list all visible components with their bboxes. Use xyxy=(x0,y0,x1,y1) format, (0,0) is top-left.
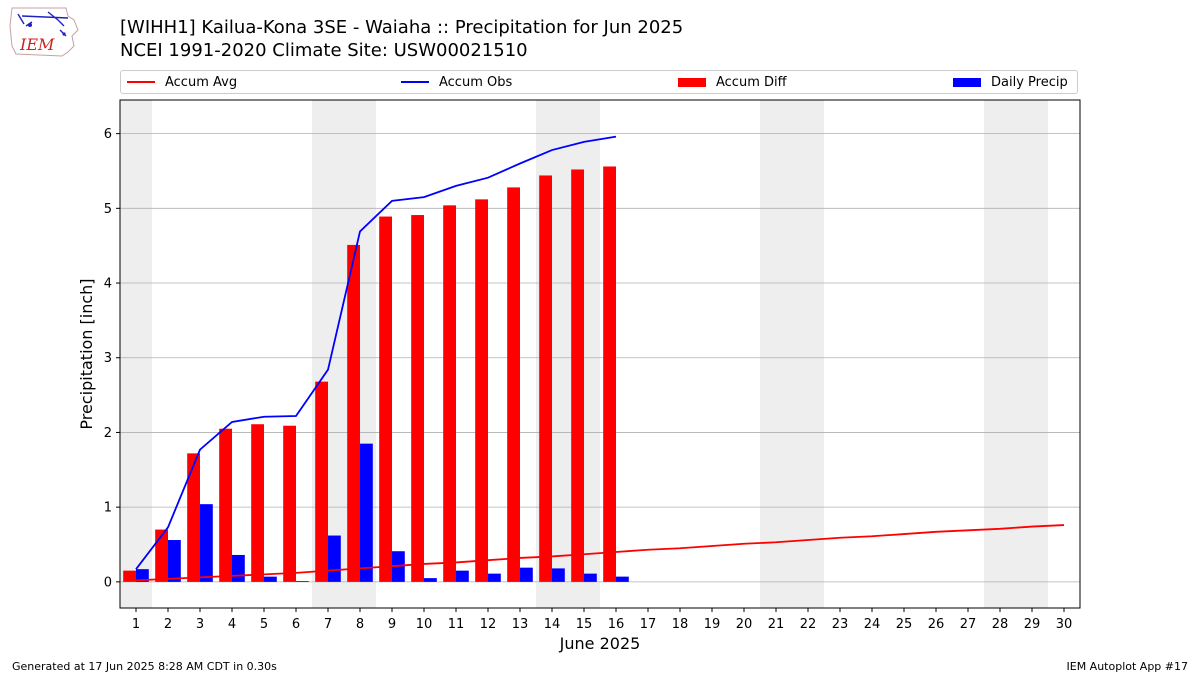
bar-daily-precip-10 xyxy=(424,578,437,582)
bar-accum-diff-13 xyxy=(507,187,520,582)
ytick-label-0: 0 xyxy=(104,575,112,590)
legend-item-accum-avg: Accum Avg xyxy=(127,71,237,93)
legend-swatch-accum-diff xyxy=(678,77,706,87)
bar-accum-diff-15 xyxy=(571,169,584,582)
xtick-label-9: 9 xyxy=(388,617,396,632)
bar-daily-precip-8 xyxy=(360,443,373,582)
bar-accum-diff-9 xyxy=(379,216,392,582)
xtick-label-8: 8 xyxy=(356,617,364,632)
xtick-label-26: 26 xyxy=(928,617,945,632)
bar-daily-precip-1 xyxy=(136,569,149,582)
xtick-label-13: 13 xyxy=(512,617,529,632)
legend-swatch-accum-avg xyxy=(127,81,155,83)
ytick-label-4: 4 xyxy=(104,277,112,292)
xtick-label-11: 11 xyxy=(448,617,465,632)
xtick-label-6: 6 xyxy=(292,617,300,632)
bar-accum-diff-4 xyxy=(219,428,232,582)
bar-daily-precip-4 xyxy=(232,554,245,582)
bar-daily-precip-14 xyxy=(552,568,565,582)
footer-generated: Generated at 17 Jun 2025 8:28 AM CDT in … xyxy=(12,660,277,673)
weekend-shade-4 xyxy=(984,100,1048,608)
bar-accum-diff-6 xyxy=(283,425,296,582)
ytick-label-3: 3 xyxy=(104,351,112,366)
bar-daily-precip-2 xyxy=(168,540,181,582)
ytick-label-6: 6 xyxy=(104,127,112,142)
xtick-label-18: 18 xyxy=(672,617,689,632)
legend-item-accum-diff: Accum Diff xyxy=(678,71,787,93)
bar-accum-diff-8 xyxy=(347,244,360,582)
bar-accum-diff-11 xyxy=(443,205,456,582)
bar-accum-diff-12 xyxy=(475,199,488,582)
bar-daily-precip-3 xyxy=(200,504,213,582)
bar-daily-precip-11 xyxy=(456,570,469,582)
legend-item-accum-obs: Accum Obs xyxy=(401,71,512,93)
bar-daily-precip-16 xyxy=(616,576,629,582)
bar-daily-precip-13 xyxy=(520,567,533,582)
weekend-shade-3 xyxy=(760,100,824,608)
legend: Accum Avg Accum Obs Accum Diff Daily Pre… xyxy=(120,70,1078,94)
xtick-label-2: 2 xyxy=(164,617,172,632)
y-axis-label: Precipitation [inch] xyxy=(77,278,96,429)
xtick-label-7: 7 xyxy=(324,617,332,632)
xtick-label-16: 16 xyxy=(608,617,625,632)
xtick-label-27: 27 xyxy=(960,617,977,632)
xtick-label-22: 22 xyxy=(800,617,817,632)
xtick-label-28: 28 xyxy=(992,617,1009,632)
bar-daily-precip-5 xyxy=(264,576,277,582)
bar-accum-diff-3 xyxy=(187,453,200,582)
xtick-label-24: 24 xyxy=(864,617,881,632)
xtick-label-5: 5 xyxy=(260,617,268,632)
bar-daily-precip-7 xyxy=(328,535,341,582)
xtick-label-15: 15 xyxy=(576,617,593,632)
legend-item-daily-precip: Daily Precip xyxy=(953,71,1068,93)
xtick-label-3: 3 xyxy=(196,617,204,632)
xtick-label-14: 14 xyxy=(544,617,561,632)
iem-logo: IEM xyxy=(9,7,79,57)
ytick-label-5: 5 xyxy=(104,202,112,217)
line-accum-obs xyxy=(135,135,617,570)
bar-accum-diff-1 xyxy=(123,570,136,582)
xtick-label-19: 19 xyxy=(704,617,721,632)
xtick-label-23: 23 xyxy=(832,617,849,632)
xtick-label-1: 1 xyxy=(132,617,140,632)
legend-swatch-daily-precip xyxy=(953,77,981,87)
bar-accum-diff-5 xyxy=(251,424,264,582)
bar-accum-diff-16 xyxy=(603,166,616,582)
legend-label-accum-obs: Accum Obs xyxy=(439,74,513,90)
xtick-label-4: 4 xyxy=(228,617,236,632)
xtick-label-30: 30 xyxy=(1056,617,1073,632)
legend-swatch-accum-obs xyxy=(401,81,429,83)
bar-daily-precip-6 xyxy=(296,581,309,582)
legend-label-daily-precip: Daily Precip xyxy=(991,74,1068,90)
ytick-label-2: 2 xyxy=(104,426,112,441)
chart-subtitle: NCEI 1991-2020 Climate Site: USW00021510 xyxy=(120,40,528,61)
footer-app: IEM Autoplot App #17 xyxy=(1066,660,1189,673)
chart-title: [WIHH1] Kailua-Kona 3SE - Waiaha :: Prec… xyxy=(120,17,684,38)
bar-accum-diff-7 xyxy=(315,381,328,582)
xtick-label-17: 17 xyxy=(640,617,657,632)
xtick-label-20: 20 xyxy=(736,617,753,632)
bar-accum-diff-2 xyxy=(155,529,168,582)
bar-daily-precip-15 xyxy=(584,573,597,582)
legend-label-accum-avg: Accum Avg xyxy=(165,74,238,90)
logo-text: IEM xyxy=(19,35,55,54)
xtick-label-25: 25 xyxy=(896,617,913,632)
weekend-shade-0 xyxy=(120,100,152,608)
bar-accum-diff-14 xyxy=(539,175,552,582)
xtick-label-29: 29 xyxy=(1024,617,1041,632)
bar-accum-diff-10 xyxy=(411,215,424,582)
legend-label-accum-diff: Accum Diff xyxy=(716,74,787,90)
xtick-label-12: 12 xyxy=(480,617,497,632)
plot-frame xyxy=(119,99,1081,609)
line-accum-avg xyxy=(135,524,1065,582)
ytick-label-1: 1 xyxy=(104,501,112,516)
bar-daily-precip-12 xyxy=(488,573,501,582)
xtick-label-21: 21 xyxy=(768,617,785,632)
xtick-label-10: 10 xyxy=(416,617,433,632)
x-axis-label: June 2025 xyxy=(559,634,641,653)
